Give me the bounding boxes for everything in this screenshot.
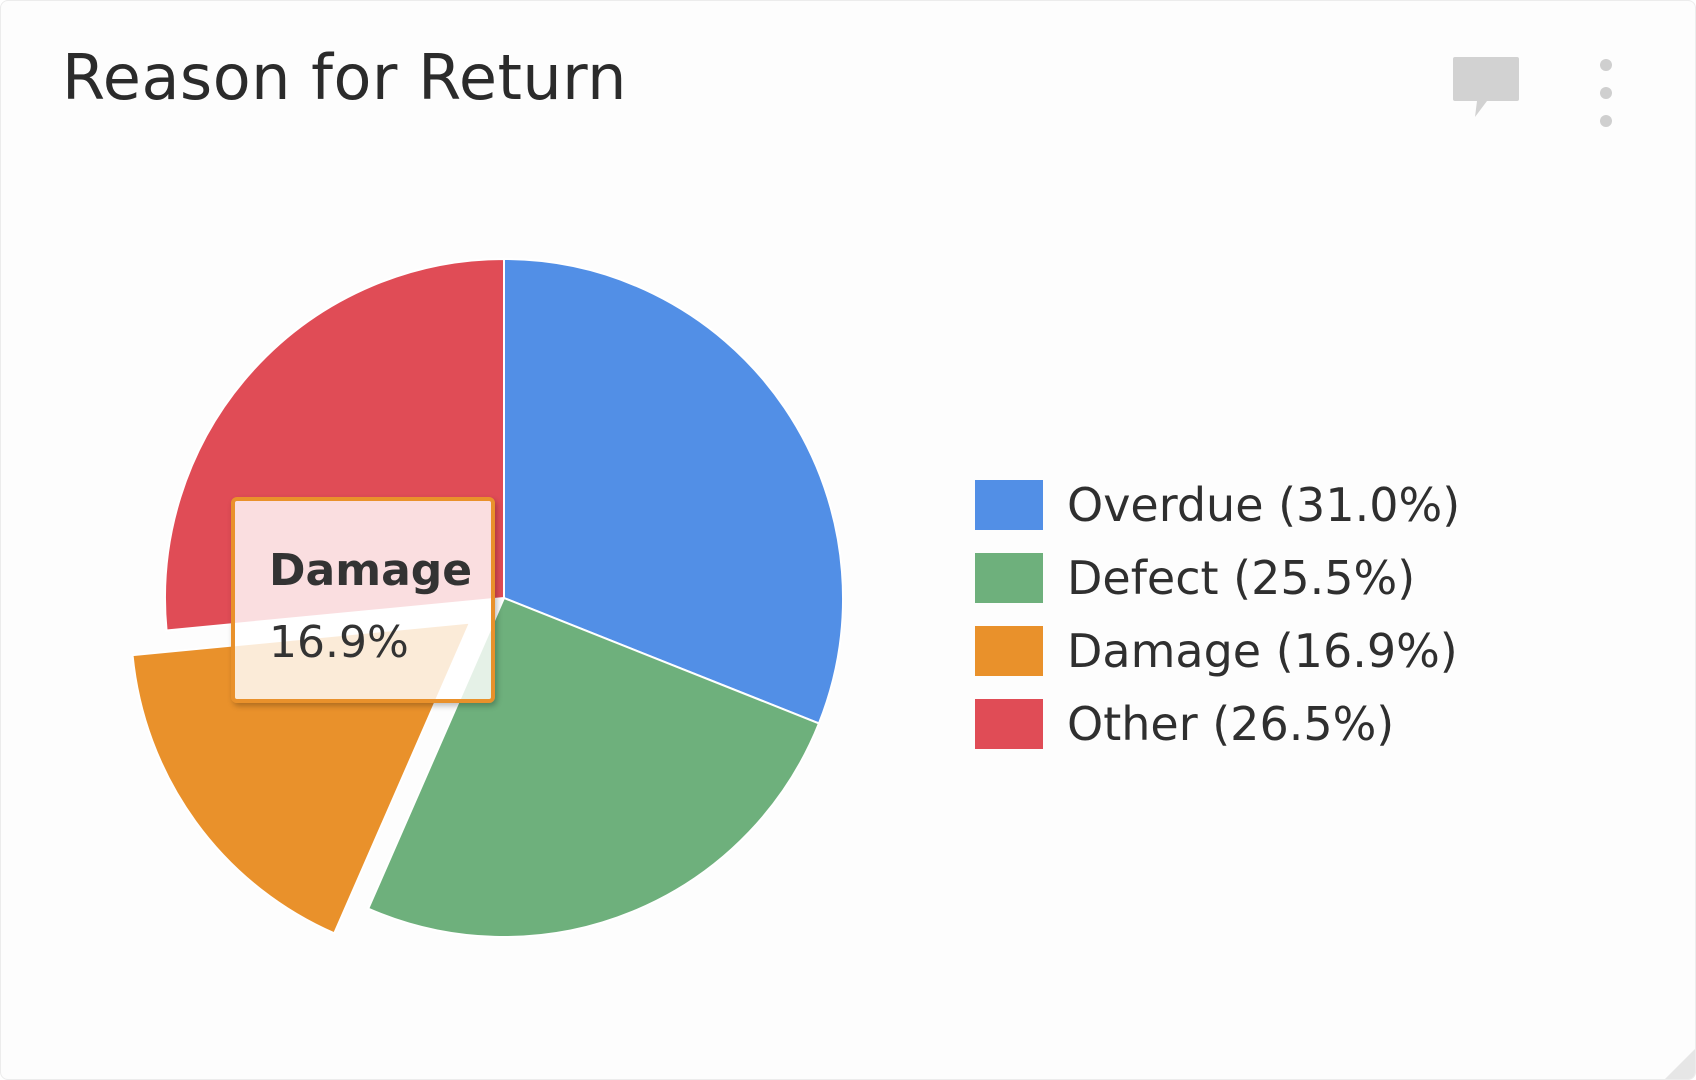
chart-tooltip: Damage 16.9% [231, 497, 495, 703]
legend-label: Other (26.5%) [1067, 697, 1395, 751]
legend-item-defect[interactable]: Defect (25.5%) [975, 551, 1460, 605]
legend-swatch [975, 480, 1043, 530]
legend-swatch [975, 553, 1043, 603]
tooltip-title: Damage [269, 545, 473, 596]
legend-swatch [975, 699, 1043, 749]
more-vertical-icon[interactable] [1591, 53, 1621, 133]
legend-label: Overdue (31.0%) [1067, 478, 1461, 532]
legend-swatch [975, 626, 1043, 676]
chart-legend: Overdue (31.0%) Defect (25.5%) Damage (16.… [975, 478, 1461, 751]
comment-icon[interactable] [1451, 53, 1521, 125]
pie-slice-overdue[interactable] [503, 257, 844, 725]
legend-label: Defect (25.5%) [1067, 551, 1416, 605]
legend-item-other[interactable]: Other (26.5%) [975, 697, 1460, 751]
legend-item-damage[interactable]: Damage (16.9%) [975, 624, 1460, 678]
card-title: Reason for Return [62, 41, 627, 114]
legend-item-overdue[interactable]: Overdue (31.0%) [975, 478, 1461, 532]
tooltip-value: 16.9% [269, 617, 409, 668]
legend-label: Damage (16.9%) [1067, 624, 1458, 678]
resize-handle-icon[interactable] [1655, 1039, 1695, 1079]
